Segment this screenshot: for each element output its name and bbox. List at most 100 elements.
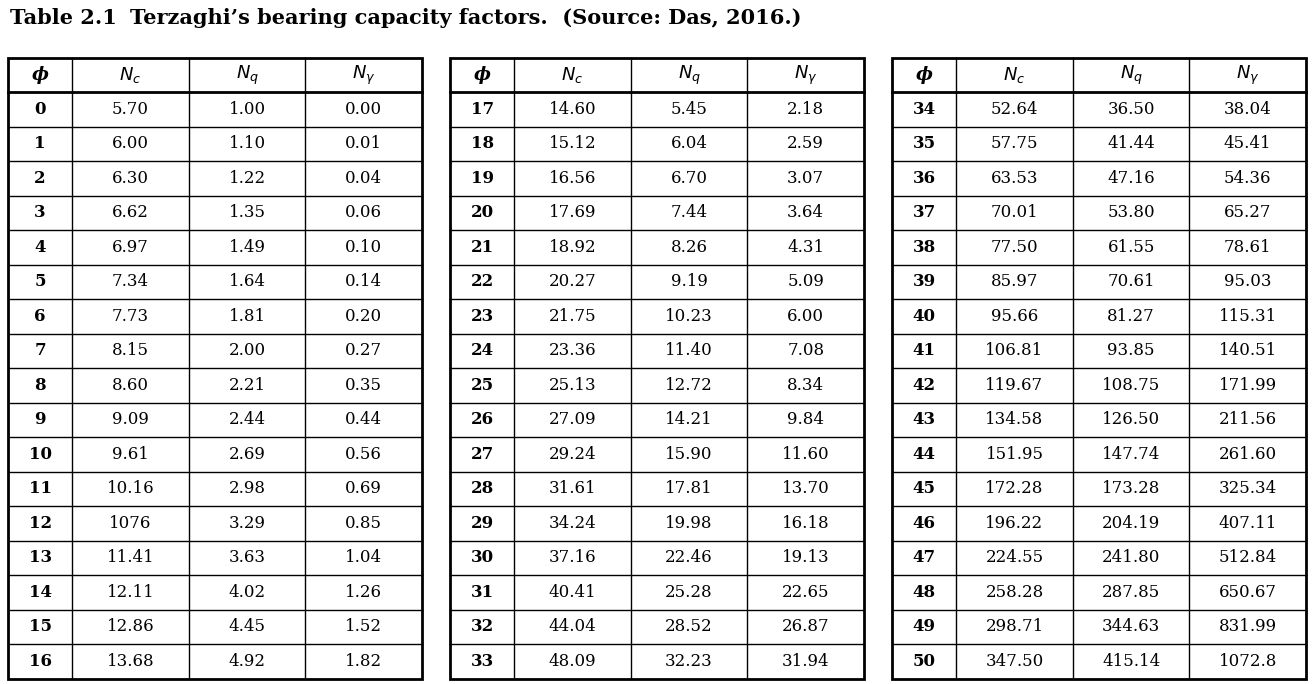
- Text: 224.55: 224.55: [986, 549, 1043, 566]
- Text: 0.20: 0.20: [346, 308, 382, 325]
- Text: 29: 29: [470, 515, 494, 531]
- Text: 347.50: 347.50: [986, 653, 1043, 670]
- Text: 6.00: 6.00: [112, 135, 148, 153]
- Text: 16.56: 16.56: [549, 170, 597, 187]
- Text: 9: 9: [34, 411, 46, 428]
- Text: 17.69: 17.69: [549, 205, 597, 221]
- Text: 2.00: 2.00: [229, 342, 265, 359]
- Text: 28.52: 28.52: [665, 618, 714, 635]
- Text: 2.44: 2.44: [229, 411, 265, 428]
- Text: 1.10: 1.10: [229, 135, 265, 153]
- Text: 19.13: 19.13: [782, 549, 829, 566]
- Text: 95.66: 95.66: [991, 308, 1038, 325]
- Text: 85.97: 85.97: [991, 273, 1038, 290]
- Text: 12: 12: [29, 515, 51, 531]
- Text: 512.84: 512.84: [1218, 549, 1277, 566]
- Text: 17.81: 17.81: [665, 480, 714, 497]
- Text: $\mathit{N_\gamma}$: $\mathit{N_\gamma}$: [352, 64, 376, 87]
- Text: 34.24: 34.24: [549, 515, 597, 531]
- Text: 44.04: 44.04: [549, 618, 597, 635]
- Text: 32: 32: [470, 618, 494, 635]
- Text: 3.63: 3.63: [229, 549, 265, 566]
- Text: 22: 22: [470, 273, 494, 290]
- Text: 106.81: 106.81: [986, 342, 1043, 359]
- Text: 45: 45: [913, 480, 936, 497]
- Text: 204.19: 204.19: [1102, 515, 1160, 531]
- Text: 22.46: 22.46: [665, 549, 714, 566]
- Text: 6: 6: [34, 308, 46, 325]
- Bar: [8, 58, 422, 679]
- Text: 1076: 1076: [109, 515, 151, 531]
- Text: 20: 20: [470, 205, 494, 221]
- Text: 12.11: 12.11: [106, 583, 154, 601]
- Text: 831.99: 831.99: [1218, 618, 1277, 635]
- Text: 261.60: 261.60: [1218, 446, 1277, 463]
- Text: 13.70: 13.70: [782, 480, 829, 497]
- Text: 1.49: 1.49: [229, 239, 265, 256]
- Text: 17: 17: [470, 101, 494, 118]
- Text: 28: 28: [470, 480, 494, 497]
- Text: 415.14: 415.14: [1102, 653, 1160, 670]
- Text: $\mathit{N_q}$: $\mathit{N_q}$: [235, 64, 259, 87]
- Text: 0.14: 0.14: [346, 273, 382, 290]
- Text: 78.61: 78.61: [1223, 239, 1272, 256]
- Text: 45.41: 45.41: [1223, 135, 1272, 153]
- Text: 93.85: 93.85: [1108, 342, 1155, 359]
- Text: 1072.8: 1072.8: [1218, 653, 1277, 670]
- Text: $\mathit{N_q}$: $\mathit{N_q}$: [1120, 64, 1143, 87]
- Text: 31.61: 31.61: [549, 480, 597, 497]
- Text: 15.90: 15.90: [665, 446, 712, 463]
- Text: 42: 42: [912, 377, 936, 394]
- Text: 650.67: 650.67: [1218, 583, 1277, 601]
- Text: 32.23: 32.23: [665, 653, 714, 670]
- Text: 18: 18: [470, 135, 494, 153]
- Text: 61.55: 61.55: [1108, 239, 1155, 256]
- Text: 49: 49: [913, 618, 936, 635]
- Text: 0.04: 0.04: [346, 170, 382, 187]
- Text: $\mathit{N_\gamma}$: $\mathit{N_\gamma}$: [794, 64, 817, 87]
- Text: ϕ: ϕ: [32, 66, 49, 84]
- Text: 11.40: 11.40: [665, 342, 714, 359]
- Text: 5.09: 5.09: [787, 273, 824, 290]
- Text: 36: 36: [912, 170, 936, 187]
- Text: 1.26: 1.26: [346, 583, 382, 601]
- Text: 108.75: 108.75: [1102, 377, 1160, 394]
- Text: 5.45: 5.45: [670, 101, 707, 118]
- Text: 1.35: 1.35: [229, 205, 265, 221]
- Text: 298.71: 298.71: [986, 618, 1043, 635]
- Text: 27.09: 27.09: [549, 411, 597, 428]
- Text: 6.30: 6.30: [112, 170, 148, 187]
- Text: 147.74: 147.74: [1102, 446, 1160, 463]
- Text: 14.21: 14.21: [665, 411, 714, 428]
- Text: 31.94: 31.94: [782, 653, 829, 670]
- Text: 8.60: 8.60: [112, 377, 148, 394]
- Text: 18.92: 18.92: [549, 239, 597, 256]
- Text: 6.62: 6.62: [112, 205, 148, 221]
- Text: 6.97: 6.97: [112, 239, 148, 256]
- Text: 16.18: 16.18: [782, 515, 829, 531]
- Text: $\mathit{N_c}$: $\mathit{N_c}$: [120, 65, 142, 85]
- Text: 15: 15: [29, 618, 51, 635]
- Text: 34: 34: [912, 101, 936, 118]
- Text: 5: 5: [34, 273, 46, 290]
- Text: 134.58: 134.58: [986, 411, 1043, 428]
- Text: 2.69: 2.69: [229, 446, 265, 463]
- Text: 10.16: 10.16: [106, 480, 154, 497]
- Text: 241.80: 241.80: [1102, 549, 1160, 566]
- Text: 1.04: 1.04: [346, 549, 382, 566]
- Text: 7.44: 7.44: [670, 205, 708, 221]
- Text: 70.61: 70.61: [1108, 273, 1155, 290]
- Bar: [449, 58, 865, 679]
- Text: 41: 41: [913, 342, 936, 359]
- Text: 1.22: 1.22: [229, 170, 265, 187]
- Text: 0.01: 0.01: [346, 135, 382, 153]
- Text: 1.64: 1.64: [229, 273, 265, 290]
- Text: 41.44: 41.44: [1108, 135, 1155, 153]
- Text: 44: 44: [913, 446, 936, 463]
- Text: 5.70: 5.70: [112, 101, 148, 118]
- Text: ϕ: ϕ: [916, 66, 933, 84]
- Text: 140.51: 140.51: [1218, 342, 1277, 359]
- Text: 2.59: 2.59: [787, 135, 824, 153]
- Text: 8: 8: [34, 377, 46, 394]
- Text: 12.86: 12.86: [106, 618, 154, 635]
